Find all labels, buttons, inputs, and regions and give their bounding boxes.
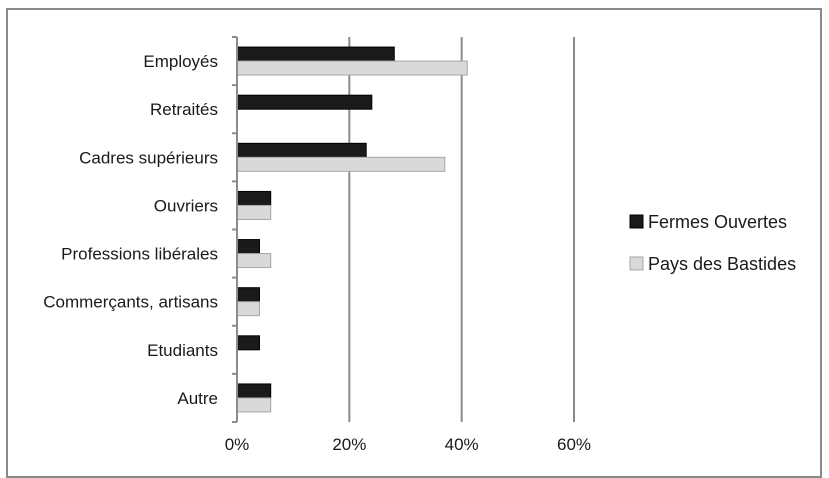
bar-fermes-ouvertes — [236, 383, 272, 399]
bar-fermes-ouvertes — [236, 46, 395, 62]
bar-fermes-ouvertes — [236, 239, 260, 255]
bar-fermes-ouvertes — [236, 142, 367, 158]
x-tick-label: 40% — [445, 435, 479, 454]
bar-fermes-ouvertes — [236, 94, 373, 110]
legend-swatch — [629, 256, 644, 271]
bar-pays-des-bastides — [236, 301, 260, 317]
x-tick-label: 20% — [332, 435, 366, 454]
bar-pays-des-bastides — [236, 253, 272, 269]
category-label: Autre — [177, 389, 218, 408]
legend: Fermes Ouvertes Pays des Bastides — [629, 212, 796, 274]
bar-pays-des-bastides — [236, 156, 446, 172]
bars — [236, 46, 468, 413]
grid-lines — [348, 37, 575, 422]
legend-label: Fermes Ouvertes — [648, 212, 787, 232]
bar-fermes-ouvertes — [236, 190, 272, 206]
chart-frame — [6, 8, 822, 478]
category-label: Retraités — [150, 100, 218, 119]
bar-pays-des-bastides — [236, 397, 272, 413]
category-label: Employés — [143, 52, 218, 71]
bar-fermes-ouvertes — [236, 287, 260, 303]
bar-pays-des-bastides — [236, 60, 468, 76]
legend-label: Pays des Bastides — [648, 254, 796, 274]
axes — [232, 36, 238, 423]
category-label: Professions libérales — [61, 245, 218, 264]
category-label: Commerçants, artisans — [43, 293, 218, 312]
bar-pays-des-bastides — [236, 204, 272, 220]
category-label: Cadres supérieurs — [79, 148, 218, 167]
bar-fermes-ouvertes — [236, 335, 260, 351]
category-label: Ouvriers — [154, 196, 218, 215]
x-tick-label: 60% — [557, 435, 591, 454]
axis-labels: 0% 20% 40% 60% Employés Retraités Cadres supér… — [43, 52, 591, 454]
x-tick-label: 0% — [225, 435, 250, 454]
legend-swatch — [629, 214, 644, 229]
category-label: Etudiants — [147, 341, 218, 360]
